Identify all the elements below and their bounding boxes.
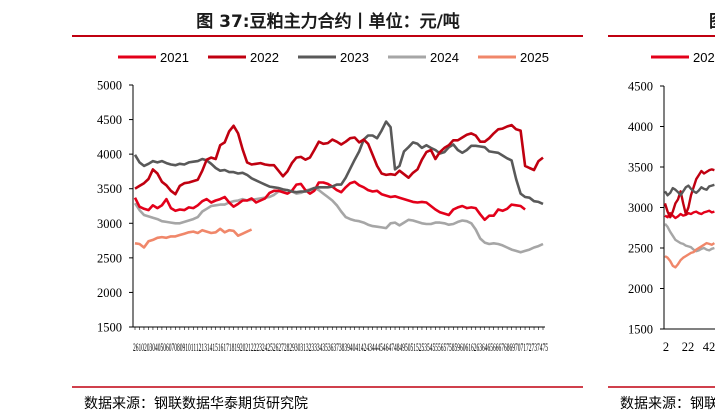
y-tick-label-cropped: 2500 — [628, 242, 653, 256]
series-line-cropped-d — [664, 222, 715, 253]
y-tick-label-cropped: 1500 — [628, 323, 653, 337]
y-tick-label-cropped: 3000 — [628, 201, 653, 215]
series-lines-cropped — [663, 168, 715, 269]
y-tick-label: 5000 — [97, 79, 122, 93]
y-tick-label: 1500 — [97, 321, 122, 335]
series-line-2023 — [133, 120, 544, 206]
series-line-2025 — [134, 227, 253, 249]
y-tick-label: 3000 — [97, 217, 122, 231]
x-tick-label-cropped: 42 — [703, 340, 715, 354]
x-tick-label-cropped: 2 — [663, 340, 669, 354]
series-line-2022 — [134, 123, 544, 196]
x-tick-label-cropped: 22 — [682, 340, 695, 354]
series-line-cropped-a — [664, 209, 715, 220]
y-tick-label-cropped: 4000 — [628, 120, 653, 134]
legend-label-2023: 2023 — [340, 50, 369, 65]
legend-label-cropped: 202 — [693, 50, 715, 65]
series-lines — [133, 120, 544, 254]
legend-label-2022: 2022 — [250, 50, 279, 65]
y-tick-label: 2000 — [97, 286, 122, 300]
series-line-cropped-c — [663, 183, 715, 197]
y-tick-label-cropped: 3500 — [628, 161, 653, 175]
legend-label-2025: 2025 — [520, 50, 549, 65]
y-tick-label: 4000 — [97, 148, 122, 162]
legend-label-2024: 2024 — [430, 50, 459, 65]
legend-cropped: 202 — [651, 50, 715, 65]
chart-title-cropped: 图 — [709, 12, 715, 32]
legend-label-2021: 2021 — [160, 50, 189, 65]
series-line-2024 — [133, 186, 544, 254]
axes: 1500 2000 2500 3000 3500 4000 4500 5000 — [97, 79, 545, 335]
y-tick-label-cropped: 4500 — [628, 80, 653, 94]
legend: 2021 2022 2023 2024 2025 — [118, 50, 549, 65]
x-axis-tick-labels: 2610203040506070809101112131415161718192… — [133, 340, 548, 354]
y-tick-label: 2500 — [97, 251, 122, 265]
series-line-cropped-b — [663, 168, 715, 219]
series-line-2021 — [133, 180, 526, 222]
chart-title: 图 37:豆粕主力合约丨单位：元/吨 — [196, 11, 460, 32]
y-tick-label: 3500 — [97, 182, 122, 196]
source-note-cropped: 数据来源：钢联 — [620, 396, 715, 412]
series-line-cropped-e — [664, 241, 715, 269]
y-tick-label: 4500 — [97, 113, 122, 127]
source-note: 数据来源：钢联数据华泰期货研究院 — [84, 395, 308, 412]
y-tick-label-cropped: 2000 — [628, 282, 653, 296]
